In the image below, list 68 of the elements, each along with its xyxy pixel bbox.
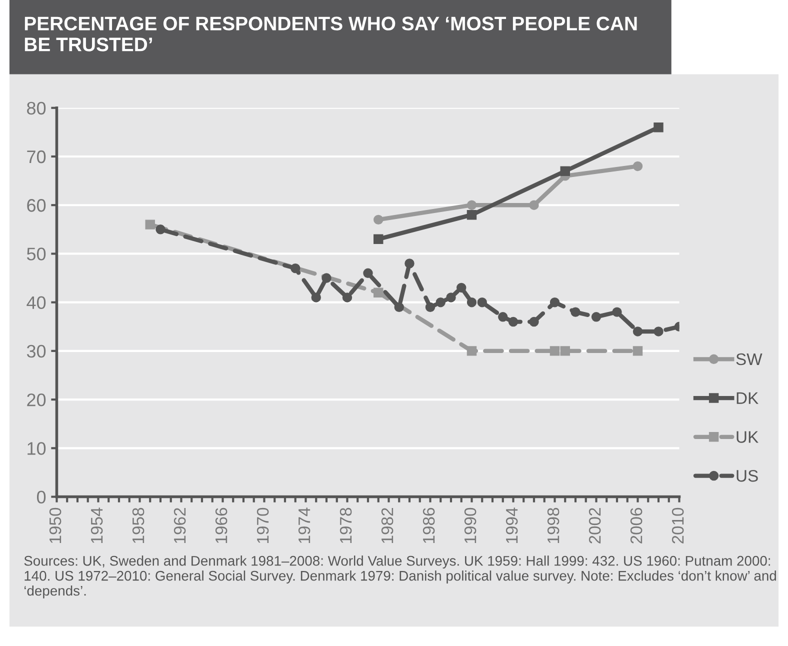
x-tick-label: 1954: [90, 508, 103, 543]
point: [374, 214, 384, 225]
point: [632, 326, 643, 336]
x-tick-label: 1970: [256, 508, 269, 543]
point: [436, 297, 446, 308]
legend-label: UK: [736, 431, 758, 443]
x-tick-label: 1974: [298, 508, 310, 543]
point: [654, 326, 664, 336]
x-tick-label: 2006: [630, 508, 642, 544]
point: [425, 302, 436, 312]
point: [654, 122, 664, 132]
point: [342, 292, 352, 302]
legend-label: US: [736, 470, 758, 482]
point: [374, 234, 384, 244]
point: [290, 263, 300, 274]
x-tick-label: 1990: [464, 508, 476, 543]
point: [394, 302, 404, 312]
x-tick-label: 1998: [547, 508, 560, 543]
y-tick-label: 40: [26, 296, 46, 310]
point: [456, 282, 466, 293]
y-tick-label: 10: [28, 442, 46, 455]
x-tick-label: 1958: [132, 508, 144, 543]
point: [446, 292, 456, 302]
point: [560, 346, 570, 356]
point: [404, 258, 414, 268]
point: [632, 161, 643, 172]
point: [550, 346, 560, 356]
x-tick-label: 1950: [49, 508, 62, 543]
point: [560, 166, 570, 176]
point: [311, 292, 321, 302]
x-tick-label: 1994: [506, 508, 518, 543]
point: [466, 346, 477, 356]
point: [508, 316, 518, 327]
point: [466, 297, 477, 308]
x-tick-label: 1966: [215, 508, 228, 543]
y-tick-label: 20: [27, 393, 46, 406]
point: [529, 316, 539, 327]
point: [156, 224, 166, 234]
y-tick-label: 80: [27, 102, 46, 115]
point: [591, 312, 602, 322]
point: [477, 297, 487, 308]
point: [145, 220, 155, 230]
y-tick-label: 50: [26, 248, 46, 260]
point: [322, 273, 332, 283]
x-tick-label: 1986: [422, 508, 435, 543]
x-tick-label: 2010: [672, 508, 684, 544]
point: [632, 346, 643, 356]
point: [570, 307, 580, 317]
y-tick-label: 60: [27, 199, 46, 212]
point: [529, 200, 539, 210]
point: [612, 307, 622, 317]
point: [374, 288, 384, 298]
x-tick-label: 1982: [381, 508, 394, 543]
x-tick-label: 2002: [588, 508, 601, 544]
y-tick-label: 0: [36, 490, 46, 504]
point: [550, 297, 560, 308]
point: [466, 210, 477, 220]
source-note: Sources: UK, Sweden and Denmark 1981–2008: World Value Surveys. UK 1959: Hall 1999: 432. US 1960: Putnam 2000: 140. US 1972–2010: General Social Survey. Denmark 1979: Danish political value survey. Note: Excludes ‘don’t know’ and ‘depends’.: [24, 556, 776, 598]
y-tick-label: 70: [27, 150, 46, 164]
chart-title: PERCENTAGE OF RESPONDENTS WHO SAY ‘MOST PEOPLE CAN BE TRUSTED’: [24, 16, 637, 52]
point: [363, 268, 373, 278]
y-tick-label: 30: [26, 344, 46, 358]
x-tick-label: 1978: [340, 508, 352, 543]
point: [498, 312, 508, 322]
legend-label: SW: [736, 353, 762, 366]
x-tick-label: 1962: [174, 508, 186, 543]
point: [466, 200, 477, 210]
legend-label: DK: [736, 392, 758, 404]
